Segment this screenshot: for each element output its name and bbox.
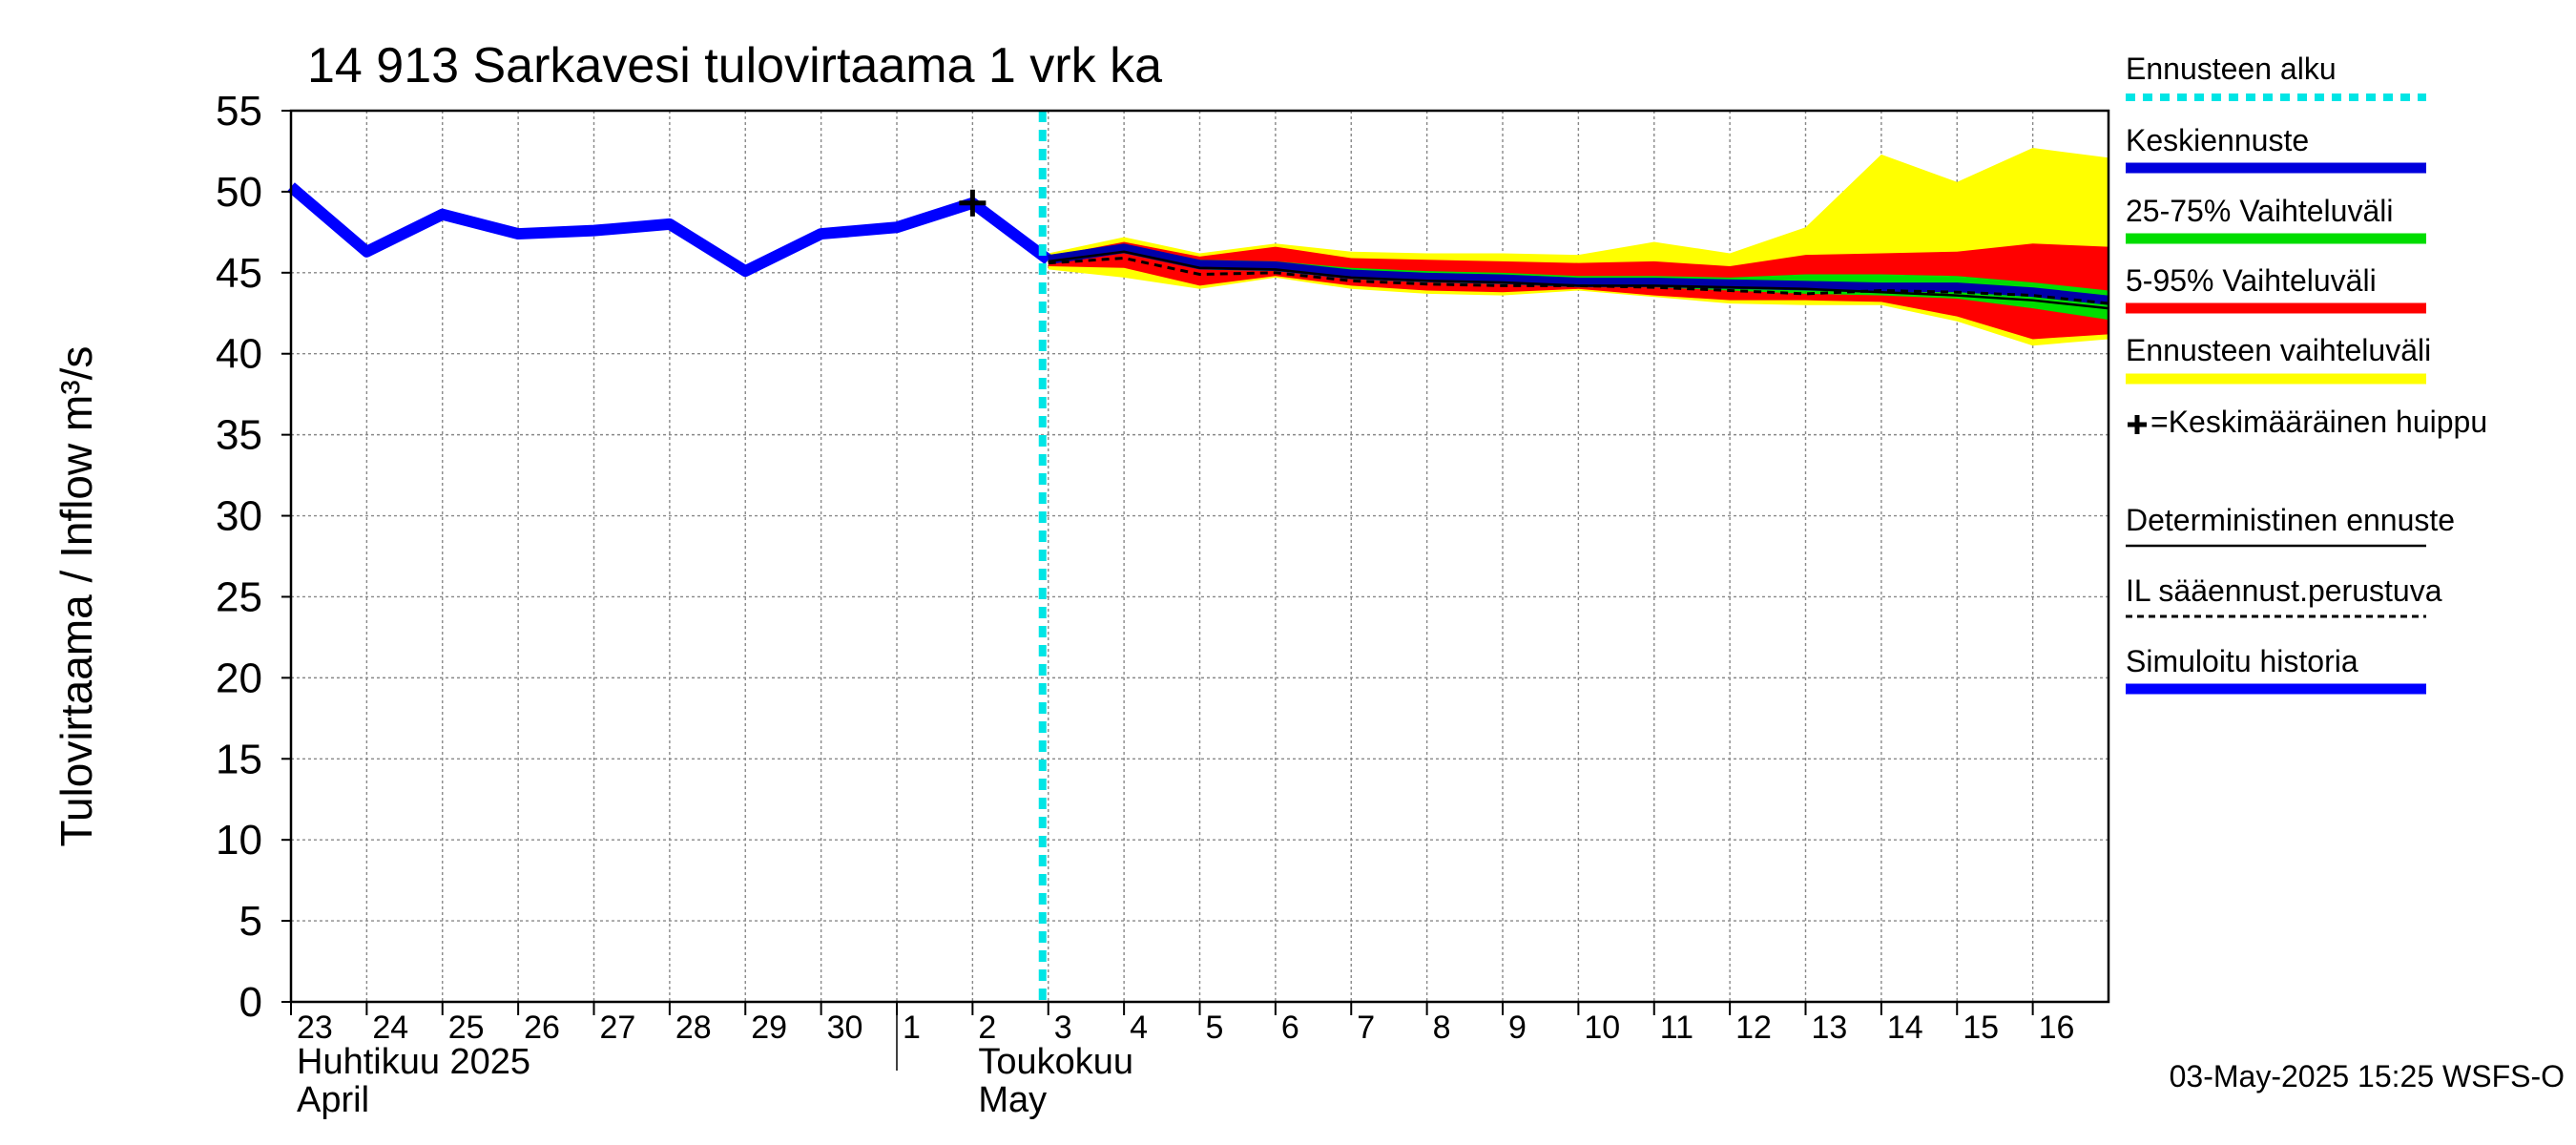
legend-label: Simuloitu historia	[2126, 644, 2358, 678]
x-tick-label: 13	[1812, 1010, 1848, 1046]
legend-label: 25-75% Vaihteluväli	[2126, 194, 2393, 228]
x-tick-label: 3	[1054, 1010, 1072, 1046]
x-tick-label: 26	[524, 1010, 560, 1046]
month-label-en: May	[978, 1080, 1047, 1120]
series-il-saaennuste	[1048, 257, 2109, 305]
x-tick-label: 15	[1963, 1010, 1999, 1046]
x-tick-label: 7	[1357, 1010, 1375, 1046]
x-tick-label: 24	[372, 1010, 408, 1046]
y-tick-label: 5	[239, 898, 262, 945]
x-tick-label: 14	[1887, 1010, 1923, 1046]
y-tick-label: 25	[216, 573, 262, 620]
x-tick-label: 8	[1433, 1010, 1451, 1046]
y-tick-label: 50	[216, 169, 262, 216]
x-tick-label: 2	[978, 1010, 996, 1046]
x-tick-label: 29	[751, 1010, 787, 1046]
y-tick-label: 15	[216, 736, 262, 782]
x-tick-label: 11	[1660, 1010, 1693, 1046]
x-tick-label: 5	[1206, 1010, 1224, 1046]
series-keskiennuste	[1048, 243, 2109, 305]
x-tick-label: 25	[448, 1010, 485, 1046]
forecast-bands	[1048, 148, 2109, 346]
month-label-en: April	[297, 1080, 369, 1120]
month-label: Huhtikuu 2025	[297, 1042, 530, 1082]
legend-label: Keskiennuste	[2126, 123, 2309, 157]
legend-label: =Keskimääräinen huippu	[2150, 405, 2487, 439]
x-tick-label: 6	[1281, 1010, 1299, 1046]
y-tick-label: 40	[216, 331, 262, 378]
x-tick-label: 30	[827, 1010, 863, 1046]
y-tick-label: 20	[216, 655, 262, 701]
x-tick-label: 16	[2039, 1010, 2075, 1046]
x-tick-label: 27	[600, 1010, 636, 1046]
series-deterministinen	[1048, 250, 2109, 310]
x-tick-label: 4	[1130, 1010, 1148, 1046]
band-ennusteen-vaihteluvali	[1048, 148, 2109, 346]
legend-label: Ennusteen alku	[2126, 52, 2337, 86]
y-tick-label: 30	[216, 493, 262, 540]
x-tick-label: 23	[297, 1010, 333, 1046]
legend-label: Ennusteen vaihteluväli	[2126, 333, 2431, 367]
series-simuloitu-historia	[287, 182, 1052, 278]
timestamp: 03-May-2025 15:25 WSFS-O	[2170, 1059, 2565, 1093]
y-tick-label: 45	[216, 250, 262, 297]
chart-title: 14 913 Sarkavesi tulovirtaama 1 vrk ka	[307, 38, 1162, 94]
legend: Ennusteen alku Keskiennuste 25-75% Vaihtel…	[2126, 52, 2487, 695]
legend-label: Deterministinen ennuste	[2126, 503, 2455, 537]
plot-frame	[289, 109, 2110, 1004]
x-tick-label: 9	[1508, 1010, 1527, 1046]
y-axis-label: Tulovirtaama / Inflow m³/s	[52, 346, 101, 847]
x-tick-label: 1	[903, 1010, 921, 1046]
x-tick-label: 10	[1584, 1010, 1620, 1046]
x-tick-label: 28	[675, 1010, 712, 1046]
y-tick-label: 10	[216, 817, 262, 864]
x-tick-label: 12	[1735, 1010, 1772, 1046]
series-lines	[287, 111, 2109, 1002]
y-tick-label: 35	[216, 412, 262, 459]
legend-label: 5-95% Vaihteluväli	[2126, 263, 2377, 298]
y-tick-label: 0	[239, 979, 262, 1026]
legend-label: IL sääennust.perustuva	[2126, 573, 2442, 608]
y-tick-label: 55	[216, 88, 262, 135]
month-label: Toukokuu	[978, 1042, 1133, 1082]
